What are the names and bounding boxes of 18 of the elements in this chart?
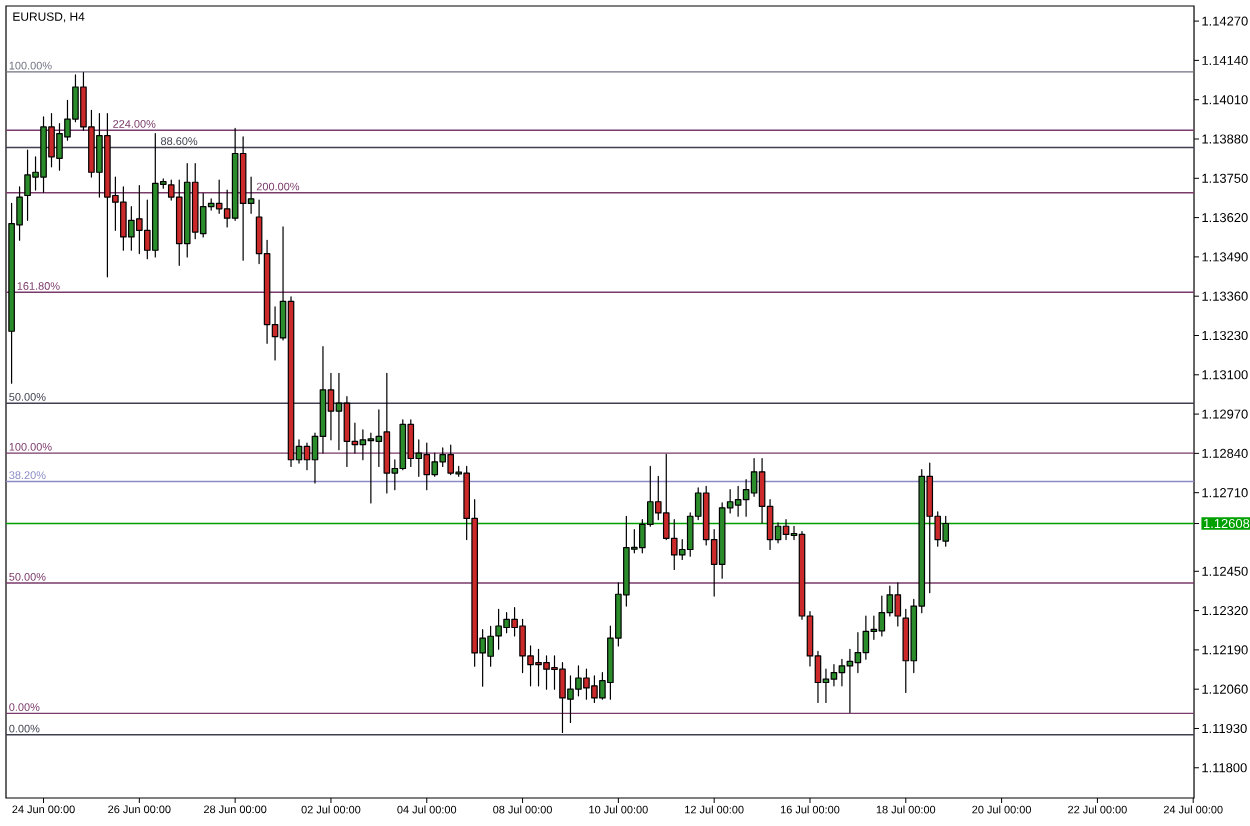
candlestick xyxy=(136,184,143,255)
candlestick xyxy=(591,675,598,704)
candlestick xyxy=(447,444,455,476)
candlestick xyxy=(24,149,31,221)
candlestick xyxy=(894,582,902,627)
candlestick xyxy=(423,442,431,491)
candlestick xyxy=(583,668,590,700)
candlestick xyxy=(543,655,550,690)
candlestick xyxy=(559,661,566,733)
candlestick xyxy=(942,515,950,547)
candlestick xyxy=(239,136,247,261)
candlestick xyxy=(151,132,159,258)
candlestick xyxy=(183,162,191,258)
candlestick xyxy=(40,116,47,193)
candlestick xyxy=(104,113,111,278)
candlestick xyxy=(782,518,790,541)
candlestick xyxy=(383,372,391,494)
candlestick xyxy=(734,485,742,517)
